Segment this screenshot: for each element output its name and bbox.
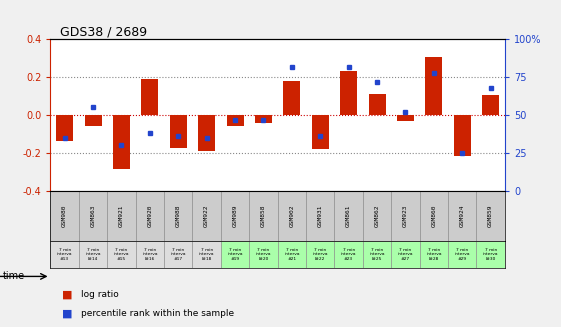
Text: percentile rank within the sample: percentile rank within the sample xyxy=(81,309,234,318)
Bar xyxy=(425,57,443,115)
Bar xyxy=(79,241,107,268)
Bar xyxy=(198,115,215,151)
Bar xyxy=(255,115,272,123)
Text: 7 min
interva
#19: 7 min interva #19 xyxy=(227,248,243,261)
Bar xyxy=(306,241,334,268)
Bar xyxy=(164,191,192,241)
Text: GSM980: GSM980 xyxy=(62,204,67,227)
Text: GSM859: GSM859 xyxy=(488,204,493,227)
Bar xyxy=(334,191,363,241)
Bar xyxy=(448,191,476,241)
Text: ■: ■ xyxy=(62,289,72,299)
Text: GSM862: GSM862 xyxy=(375,204,380,227)
Text: ■: ■ xyxy=(62,309,72,319)
Bar xyxy=(312,115,329,149)
Bar xyxy=(334,241,363,268)
Text: 7 min
interva
#21: 7 min interva #21 xyxy=(284,248,300,261)
Bar xyxy=(476,191,505,241)
Bar xyxy=(420,241,448,268)
Bar xyxy=(56,115,73,141)
Bar xyxy=(448,241,476,268)
Text: GSM858: GSM858 xyxy=(261,204,266,227)
Text: GSM931: GSM931 xyxy=(318,204,323,227)
Bar xyxy=(113,115,130,169)
Bar xyxy=(79,191,107,241)
Text: 7 min
interva
I#20: 7 min interva I#20 xyxy=(256,248,272,261)
Bar xyxy=(392,191,420,241)
Text: 7 min
interva
I#25: 7 min interva I#25 xyxy=(369,248,385,261)
Bar xyxy=(164,241,192,268)
Bar xyxy=(369,94,385,115)
Text: GSM988: GSM988 xyxy=(176,204,181,227)
Bar xyxy=(249,191,278,241)
Bar xyxy=(363,241,392,268)
Text: GDS38 / 2689: GDS38 / 2689 xyxy=(59,25,147,38)
Bar xyxy=(170,115,187,148)
Text: 7 min
interva
#23: 7 min interva #23 xyxy=(341,248,356,261)
Bar xyxy=(221,241,249,268)
Text: 7 min
interva
#29: 7 min interva #29 xyxy=(454,248,470,261)
Bar xyxy=(50,191,79,241)
Bar xyxy=(192,191,221,241)
Text: GSM860: GSM860 xyxy=(431,204,436,227)
Bar xyxy=(136,191,164,241)
Text: GSM920: GSM920 xyxy=(148,204,153,227)
Bar xyxy=(476,241,505,268)
Bar xyxy=(363,191,392,241)
Text: time: time xyxy=(3,271,25,281)
Bar xyxy=(392,241,420,268)
Bar xyxy=(283,81,301,115)
Text: 7 min
interva
#17: 7 min interva #17 xyxy=(171,248,186,261)
Bar xyxy=(397,115,414,121)
Text: 7 min
interva
#13: 7 min interva #13 xyxy=(57,248,72,261)
Text: 7 min
interva
I#16: 7 min interva I#16 xyxy=(142,248,158,261)
Bar xyxy=(227,115,243,126)
Bar xyxy=(141,79,158,115)
Bar xyxy=(50,241,79,268)
Text: GSM902: GSM902 xyxy=(289,204,295,227)
Bar xyxy=(249,241,278,268)
Text: GSM861: GSM861 xyxy=(346,204,351,227)
Bar xyxy=(107,191,136,241)
Bar xyxy=(107,241,136,268)
Text: 7 min
interva
#15: 7 min interva #15 xyxy=(114,248,129,261)
Text: 7 min
interva
I#22: 7 min interva I#22 xyxy=(312,248,328,261)
Text: GSM923: GSM923 xyxy=(403,204,408,227)
Text: GSM922: GSM922 xyxy=(204,204,209,227)
Text: GSM989: GSM989 xyxy=(233,204,238,227)
Text: GSM924: GSM924 xyxy=(460,204,465,227)
Bar xyxy=(221,191,249,241)
Text: 7 min
interva
I#18: 7 min interva I#18 xyxy=(199,248,214,261)
Text: 7 min
interva
I#30: 7 min interva I#30 xyxy=(483,248,499,261)
Bar xyxy=(420,191,448,241)
Text: GSM863: GSM863 xyxy=(90,204,95,227)
Text: 7 min
interva
#27: 7 min interva #27 xyxy=(398,248,413,261)
Bar xyxy=(340,72,357,115)
Bar xyxy=(192,241,221,268)
Bar xyxy=(454,115,471,156)
Bar xyxy=(136,241,164,268)
Bar xyxy=(278,241,306,268)
Bar xyxy=(306,191,334,241)
Bar xyxy=(85,115,102,127)
Text: GSM921: GSM921 xyxy=(119,204,124,227)
Bar xyxy=(278,191,306,241)
Text: 7 min
interva
I#28: 7 min interva I#28 xyxy=(426,248,442,261)
Text: log ratio: log ratio xyxy=(81,290,119,299)
Text: 7 min
interva
I#14: 7 min interva I#14 xyxy=(85,248,101,261)
Bar xyxy=(482,95,499,115)
